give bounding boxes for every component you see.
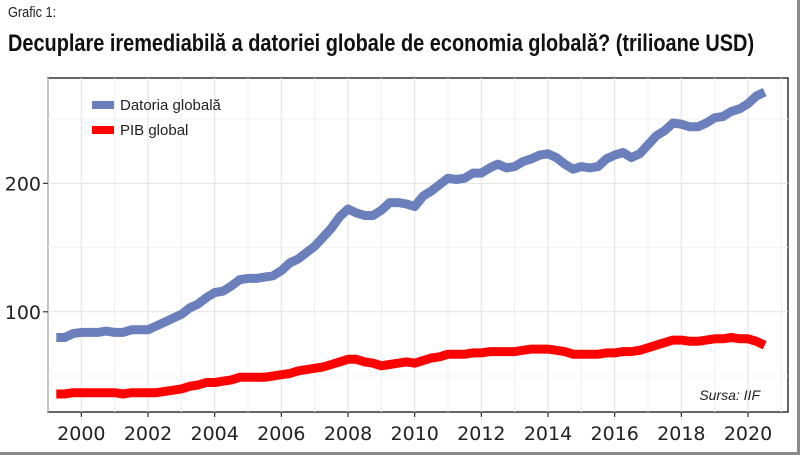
x-tick-label: 2004 (190, 423, 238, 445)
legend-label-2: PIB global (120, 122, 188, 139)
x-tick-label: 2008 (324, 423, 372, 445)
x-tick-label: 2014 (524, 423, 572, 445)
grid (47, 78, 788, 412)
axes: 2000 2002 2004 2006 2008 2010 2012 2014 2016 2018… (5, 173, 772, 445)
series-line-1 (56, 88, 767, 342)
x-tick-label: 2018 (657, 423, 705, 445)
x-tick-label: 2002 (124, 423, 172, 445)
series-lines (56, 88, 767, 399)
x-tick-label: 2012 (457, 423, 505, 445)
x-tick-label: 2010 (390, 423, 438, 445)
chart-title: Decuplare iremediabilă a datoriei global… (8, 30, 755, 57)
legend: Datoria globală PIB global (92, 97, 222, 139)
x-tick-label: 2020 (724, 423, 772, 445)
x-tick-label: 2000 (57, 423, 105, 445)
x-tick-label: 2006 (257, 423, 305, 445)
y-tick-label: 200 (5, 173, 41, 195)
x-tick-label: 2016 (590, 423, 638, 445)
y-tick-label: 100 (5, 302, 41, 324)
figure-kicker: Grafic 1: (8, 4, 57, 21)
series-line-2 (56, 333, 767, 399)
source-note: Sursa: IIF (699, 387, 761, 403)
legend-label-1: Datoria globală (120, 97, 222, 114)
